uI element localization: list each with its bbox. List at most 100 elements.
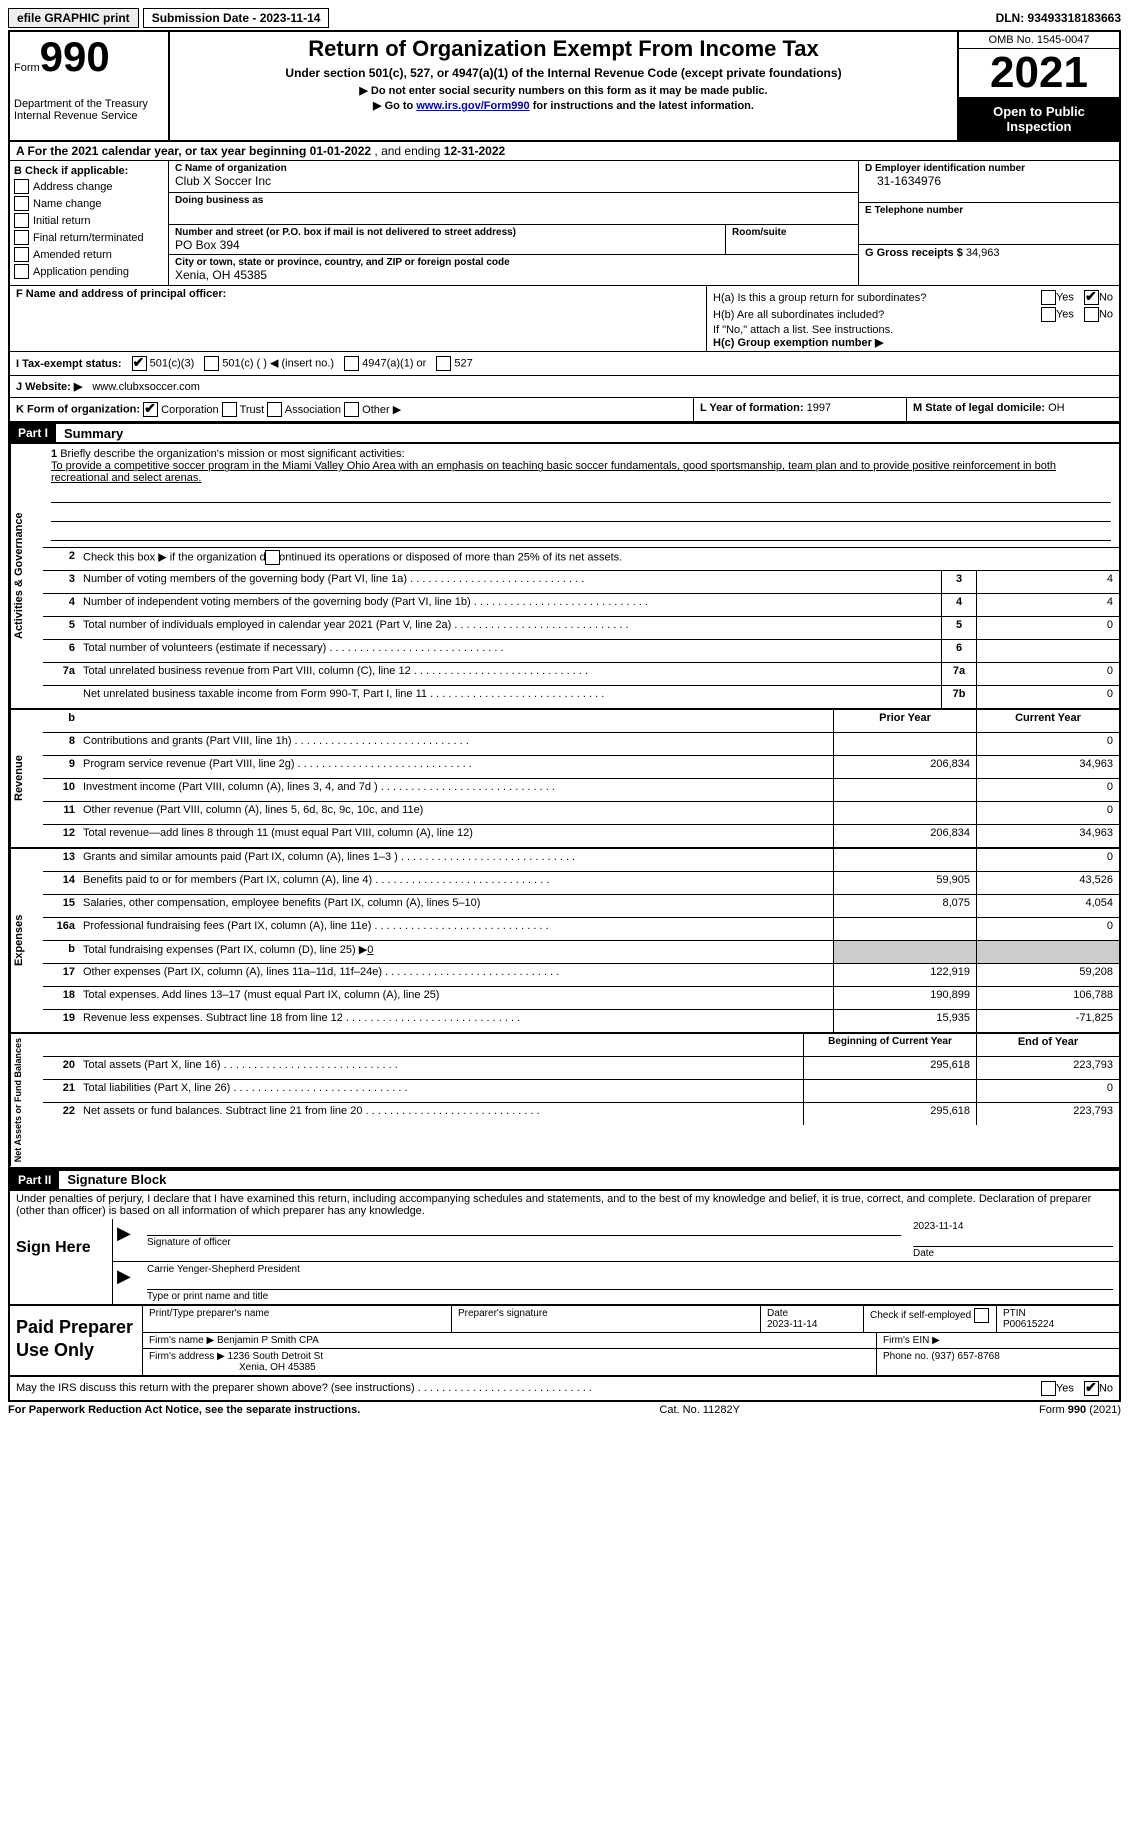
chk-amended-return[interactable]: Amended return <box>14 247 164 262</box>
status-4947[interactable]: 4947(a)(1) or <box>344 356 426 371</box>
mission-text: To provide a competitive soccer program … <box>51 460 1056 484</box>
discuss-yes[interactable]: Yes <box>1041 1381 1074 1396</box>
sig-arrow-1: ▶ <box>113 1219 141 1261</box>
type-name-label: Type or print name and title <box>147 1289 1113 1302</box>
l22-end: 223,793 <box>976 1103 1119 1125</box>
org-assoc[interactable]: Association <box>267 404 341 416</box>
exp-content: 13Grants and similar amounts paid (Part … <box>43 849 1119 1032</box>
org-trust[interactable]: Trust <box>222 404 265 416</box>
org-corp[interactable]: Corporation <box>143 404 219 416</box>
line-21: 21Total liabilities (Part X, line 26)0 <box>43 1080 1119 1103</box>
line-6: 6Total number of volunteers (estimate if… <box>43 640 1119 663</box>
instruction-1: Do not enter social security numbers on … <box>178 84 949 97</box>
l20-begin: 295,618 <box>803 1057 976 1079</box>
l11-curr: 0 <box>976 802 1119 824</box>
row-k: K Form of organization: Corporation Trus… <box>10 398 693 421</box>
chk-final-return[interactable]: Final return/terminated <box>14 230 164 245</box>
hb-no[interactable]: No <box>1084 307 1113 322</box>
submission-date: Submission Date - 2023-11-14 <box>143 8 330 28</box>
self-employed-checkbox[interactable] <box>974 1308 989 1323</box>
sig-date-value: 2023-11-14 <box>913 1221 963 1232</box>
l9-prior: 206,834 <box>833 756 976 778</box>
prep-row-3: Firm's address ▶ 1236 South Detroit StXe… <box>143 1349 1119 1375</box>
line-2: 2Check this box ▶ if the organization di… <box>43 548 1119 571</box>
line-18: 18Total expenses. Add lines 13–17 (must … <box>43 987 1119 1010</box>
status-501c3[interactable]: 501(c)(3) <box>132 356 195 371</box>
firm-phone-cell: Phone no. (937) 657-8768 <box>877 1349 1119 1375</box>
discuss-row: May the IRS discuss this return with the… <box>8 1377 1121 1402</box>
phone-label: E Telephone number <box>865 205 1113 216</box>
ha-yes[interactable]: Yes <box>1041 290 1074 305</box>
org-other[interactable]: Other ▶ <box>344 404 401 416</box>
rev-header-row: bPrior YearCurrent Year <box>43 710 1119 733</box>
firm-addr-cell: Firm's address ▶ 1236 South Detroit StXe… <box>143 1349 877 1375</box>
chk-address-change[interactable]: Address change <box>14 179 164 194</box>
ha-no[interactable]: No <box>1084 290 1113 305</box>
form-990-page: efile GRAPHIC print Submission Date - 20… <box>8 8 1121 1418</box>
line-4: 4Number of independent voting members of… <box>43 594 1119 617</box>
row-i-tax-status: I Tax-exempt status: 501(c)(3) 501(c) ( … <box>8 352 1121 376</box>
chk-name-change[interactable]: Name change <box>14 196 164 211</box>
form-header: Form990 Department of the Treasury Inter… <box>8 30 1121 142</box>
vert-activities-governance: Activities & Governance <box>10 444 43 708</box>
column-h: H(a) Is this a group return for subordin… <box>707 286 1119 351</box>
l9-curr: 34,963 <box>976 756 1119 778</box>
status-501c[interactable]: 501(c) ( ) ◀ (insert no.) <box>204 356 334 371</box>
row-k-label: K Form of organization: <box>16 404 140 416</box>
row-l-label: L Year of formation: <box>700 402 804 414</box>
firm-addr2: Xenia, OH 45385 <box>239 1362 316 1373</box>
signature-block: Sign Here ▶ Signature of officer 2023-11… <box>8 1219 1121 1306</box>
header-left: Form990 Department of the Treasury Inter… <box>10 32 170 140</box>
line-16a: 16aProfessional fundraising fees (Part I… <box>43 918 1119 941</box>
line-20: 20Total assets (Part X, line 16)295,6182… <box>43 1057 1119 1080</box>
column-c: C Name of organization Club X Soccer Inc… <box>169 161 858 285</box>
room-cell: Room/suite <box>726 225 858 254</box>
public-inspection: Open to Public Inspection <box>959 98 1119 140</box>
l17-prior: 122,919 <box>833 964 976 986</box>
room-label: Room/suite <box>732 227 852 238</box>
revenue-section: Revenue bPrior YearCurrent Year 8Contrib… <box>8 710 1121 849</box>
irs-link[interactable]: www.irs.gov/Form990 <box>416 100 529 112</box>
ha-label: H(a) Is this a group return for subordin… <box>713 292 1041 304</box>
row-m: M State of legal domicile: OH <box>906 398 1119 421</box>
street-cell: Number and street (or P.O. box if mail i… <box>169 225 726 254</box>
page-footer: For Paperwork Reduction Act Notice, see … <box>8 1402 1121 1418</box>
vert-revenue: Revenue <box>10 710 43 847</box>
row-a-mid: , and ending <box>371 144 444 158</box>
street-label: Number and street (or P.O. box if mail i… <box>175 227 719 238</box>
city-cell: City or town, state or province, country… <box>169 255 858 286</box>
org-name-cell: C Name of organization Club X Soccer Inc <box>169 161 858 193</box>
ptin-value: P00615224 <box>1003 1319 1054 1330</box>
ptin-cell: PTINP00615224 <box>997 1306 1119 1332</box>
h-b-line: H(b) Are all subordinates included? Yes … <box>713 307 1113 322</box>
efile-print-button[interactable]: efile GRAPHIC print <box>8 8 139 28</box>
status-527[interactable]: 527 <box>436 356 472 371</box>
line-2-checkbox[interactable] <box>265 550 280 565</box>
ag-content: 1 Briefly describe the organization's mi… <box>43 444 1119 708</box>
line-7b-value: 0 <box>976 686 1119 708</box>
discuss-no[interactable]: No <box>1084 1381 1113 1396</box>
chk-app-pending[interactable]: Application pending <box>14 264 164 279</box>
row-i-label: I Tax-exempt status: <box>16 358 122 370</box>
l13-prior <box>833 849 976 871</box>
activities-governance-section: Activities & Governance 1 Briefly descri… <box>8 444 1121 710</box>
form-label: Form <box>14 62 40 74</box>
hc-label: H(c) Group exemption number ▶ <box>713 337 883 349</box>
print-name-label: Print/Type preparer's name <box>143 1306 452 1332</box>
chk-initial-return[interactable]: Initial return <box>14 213 164 228</box>
hb-yes[interactable]: Yes <box>1041 307 1074 322</box>
website-value: www.clubxsoccer.com <box>92 381 200 393</box>
gross-label: G Gross receipts $ <box>865 247 963 259</box>
line-16b: bTotal fundraising expenses (Part IX, co… <box>43 941 1119 964</box>
state-domicile: OH <box>1048 402 1065 414</box>
row-k-l-m: K Form of organization: Corporation Trus… <box>8 398 1121 422</box>
firm-ein-cell: Firm's EIN ▶ <box>877 1333 1119 1348</box>
part-1-num: Part I <box>10 424 56 442</box>
l19-curr: -71,825 <box>976 1010 1119 1032</box>
instr2-post: for instructions and the latest informat… <box>530 100 754 112</box>
org-name: Club X Soccer Inc <box>175 174 852 188</box>
header-right: OMB No. 1545-0047 2021 Open to Public In… <box>957 32 1119 140</box>
l16b-curr-grey <box>976 941 1119 963</box>
sig-name-cell: Carrie Yenger-Shepherd PresidentType or … <box>141 1262 1119 1304</box>
line-10: 10Investment income (Part VIII, column (… <box>43 779 1119 802</box>
